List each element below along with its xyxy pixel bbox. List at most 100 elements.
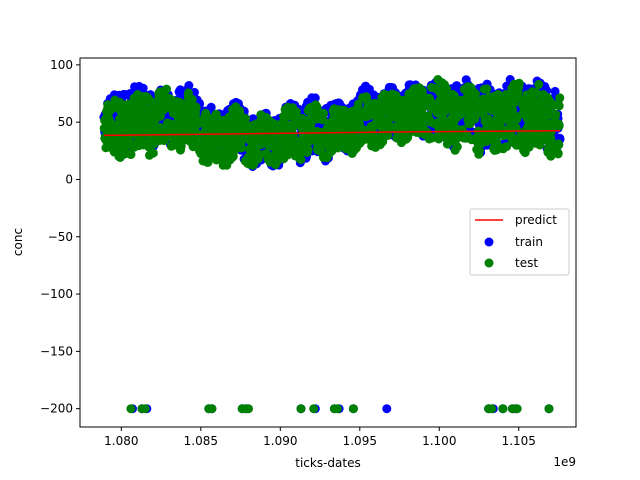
test-outlier-point <box>126 404 136 414</box>
test-point <box>419 97 428 107</box>
test-point <box>306 103 316 112</box>
test-point <box>177 125 187 135</box>
test-point <box>328 106 338 116</box>
test-point <box>246 158 256 168</box>
test-point <box>288 103 298 113</box>
y-tick-label: 0 <box>65 172 73 186</box>
test-point <box>135 93 145 103</box>
test-outlier-point <box>140 404 150 414</box>
test-point <box>115 153 125 162</box>
test-point <box>263 114 273 124</box>
test-point <box>256 110 266 120</box>
test-point <box>160 86 170 96</box>
x-tick-label: 1.085 <box>184 434 218 448</box>
test-point <box>120 121 130 130</box>
test-point <box>117 137 127 147</box>
test-point <box>279 122 289 131</box>
test-outlier-point <box>512 404 522 414</box>
test-outlier-point <box>544 404 554 414</box>
test-outlier-point <box>348 404 358 414</box>
test-point <box>167 133 177 143</box>
test-point <box>198 156 208 166</box>
test-point <box>182 114 192 124</box>
test-point <box>467 86 477 96</box>
test-point <box>317 109 327 119</box>
test-point <box>119 100 129 110</box>
x-axis: 1.080 1.085 1.090 1.095 1.100 1.105 <box>104 427 536 448</box>
test-point <box>129 121 139 131</box>
x-tick-label: 1.100 <box>422 434 456 448</box>
x-tick-label: 1.090 <box>263 434 297 448</box>
test-point <box>171 140 181 150</box>
test-point <box>510 138 520 148</box>
test-point <box>382 123 392 133</box>
legend-test-label: test <box>515 256 538 270</box>
test-point <box>425 117 435 127</box>
test-point <box>519 96 529 106</box>
test-point <box>123 111 133 121</box>
test-point <box>491 133 501 143</box>
train-point <box>550 86 560 96</box>
x-offset-label: 1e9 <box>553 455 576 469</box>
test-point <box>523 105 533 115</box>
test-point <box>156 97 166 107</box>
test-point <box>386 110 396 120</box>
test-point <box>290 112 300 122</box>
train-point <box>130 82 140 92</box>
predict-series <box>103 129 561 137</box>
test-point <box>546 119 556 129</box>
test-point <box>336 134 346 144</box>
test-point <box>445 119 455 128</box>
test-point <box>110 97 120 107</box>
test-point <box>413 86 423 96</box>
test-point <box>536 127 545 137</box>
test-point <box>306 125 316 135</box>
test-point <box>436 102 446 112</box>
x-tick-label: 1.105 <box>502 434 536 448</box>
test-point <box>202 125 212 135</box>
test-point <box>344 124 354 134</box>
test-point <box>507 124 517 134</box>
test-point <box>279 111 289 121</box>
test-point <box>533 114 543 123</box>
test-point <box>363 108 373 118</box>
test-point <box>455 132 465 142</box>
test-point <box>507 83 517 93</box>
test-point <box>300 115 309 125</box>
test-point <box>524 124 534 134</box>
test-point <box>176 132 186 142</box>
test-point <box>460 84 470 94</box>
test-point <box>142 116 151 126</box>
test-point <box>470 114 480 124</box>
test-point <box>149 131 159 141</box>
test-point <box>469 135 479 145</box>
test-outlier-point <box>498 404 508 414</box>
legend-box <box>469 208 570 276</box>
test-point <box>188 137 198 147</box>
test-point <box>375 117 385 127</box>
test-point <box>453 106 463 116</box>
legend-train-swatch <box>484 237 494 247</box>
y-tick-label: −150 <box>40 344 73 358</box>
train-point <box>307 93 317 103</box>
test-point <box>424 131 434 141</box>
test-point <box>145 150 154 160</box>
test-point <box>334 115 344 125</box>
test-point <box>482 94 492 104</box>
test-point <box>341 144 351 154</box>
legend-train-label: train <box>515 235 543 249</box>
test-point <box>279 147 289 156</box>
test-point <box>323 123 333 132</box>
test-point <box>137 103 147 113</box>
test-point <box>211 147 221 157</box>
test-point <box>181 99 191 109</box>
test-outlier-point <box>207 404 217 414</box>
test-point <box>536 97 546 107</box>
train-outlier-point <box>382 404 392 414</box>
legend: predict train test <box>469 208 570 276</box>
test-series <box>99 75 565 414</box>
test-point <box>142 129 152 139</box>
test-point <box>480 113 490 123</box>
test-point <box>263 154 273 164</box>
